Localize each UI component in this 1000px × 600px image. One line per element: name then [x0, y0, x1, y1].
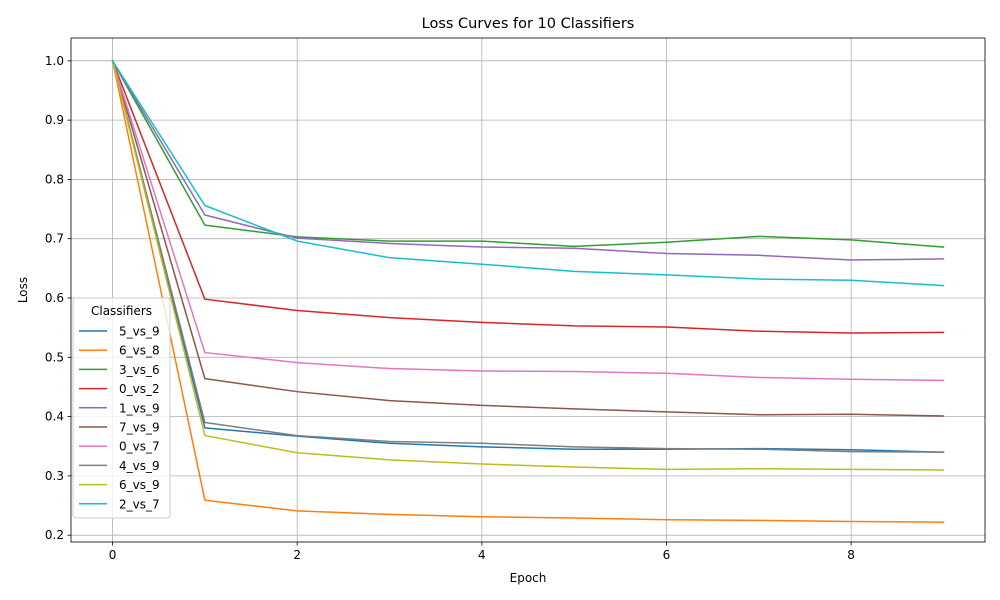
x-tick-label: 4 [478, 548, 486, 562]
y-tick-label: 0.8 [45, 172, 64, 186]
legend-entry-7_vs_9: 7_vs_9 [119, 421, 160, 435]
legend-entry-0_vs_7: 0_vs_7 [119, 440, 160, 454]
x-tick-label: 8 [847, 548, 855, 562]
y-tick-label: 0.9 [45, 113, 64, 127]
legend-entry-0_vs_2: 0_vs_2 [119, 382, 160, 396]
legend-box [72, 297, 171, 519]
legend-entry-2_vs_7: 2_vs_7 [119, 497, 160, 511]
legend-entry-5_vs_9: 5_vs_9 [119, 325, 160, 339]
x-tick-label: 6 [663, 548, 671, 562]
series-line-4_vs_9 [111, 59, 945, 453]
y-axis-label: Loss [16, 277, 30, 303]
legend-entry-1_vs_9: 1_vs_9 [119, 401, 160, 415]
y-tick-label: 0.4 [45, 410, 64, 424]
series-line-2_vs_7 [111, 59, 945, 287]
plot-area-frame [70, 37, 986, 543]
legend-title: Classifiers [91, 304, 152, 318]
y-tick-label: 0.6 [45, 291, 64, 305]
series-line-1_vs_9 [111, 59, 945, 261]
series-lines [111, 59, 945, 523]
series-line-6_vs_8 [111, 59, 945, 523]
x-tick-label: 2 [293, 548, 301, 562]
x-axis-label: Epoch [510, 571, 547, 585]
legend-entry-3_vs_6: 3_vs_6 [119, 363, 160, 377]
legend: Classifiers 5_vs_9 6_vs_8 3_vs_6 0_vs_2 1_vs… [72, 297, 171, 519]
y-tick-label: 0.5 [45, 350, 64, 364]
y-tick-label: 1.0 [45, 54, 64, 68]
legend-entry-6_vs_8: 6_vs_8 [119, 344, 160, 358]
y-tick-label: 0.7 [45, 232, 64, 246]
series-line-3_vs_6 [111, 59, 945, 248]
axis-ticks: 0 2 4 6 8 0.2 0.3 0.4 0.5 0.6 0.7 0.8 0.9 1.0 [45, 54, 855, 562]
series-line-6_vs_9 [111, 59, 945, 471]
y-tick-label: 0.3 [45, 469, 64, 483]
chart-title: Loss Curves for 10 Classifiers [422, 16, 635, 32]
legend-entry-4_vs_9: 4_vs_9 [119, 459, 160, 473]
x-tick-label: 0 [109, 548, 117, 562]
series-line-7_vs_9 [111, 59, 945, 417]
y-tick-label: 0.2 [45, 528, 64, 542]
series-line-5_vs_9 [111, 59, 945, 453]
legend-entry-6_vs_9: 6_vs_9 [119, 478, 160, 492]
series-line-0_vs_2 [111, 59, 945, 334]
series-line-0_vs_7 [111, 59, 945, 382]
